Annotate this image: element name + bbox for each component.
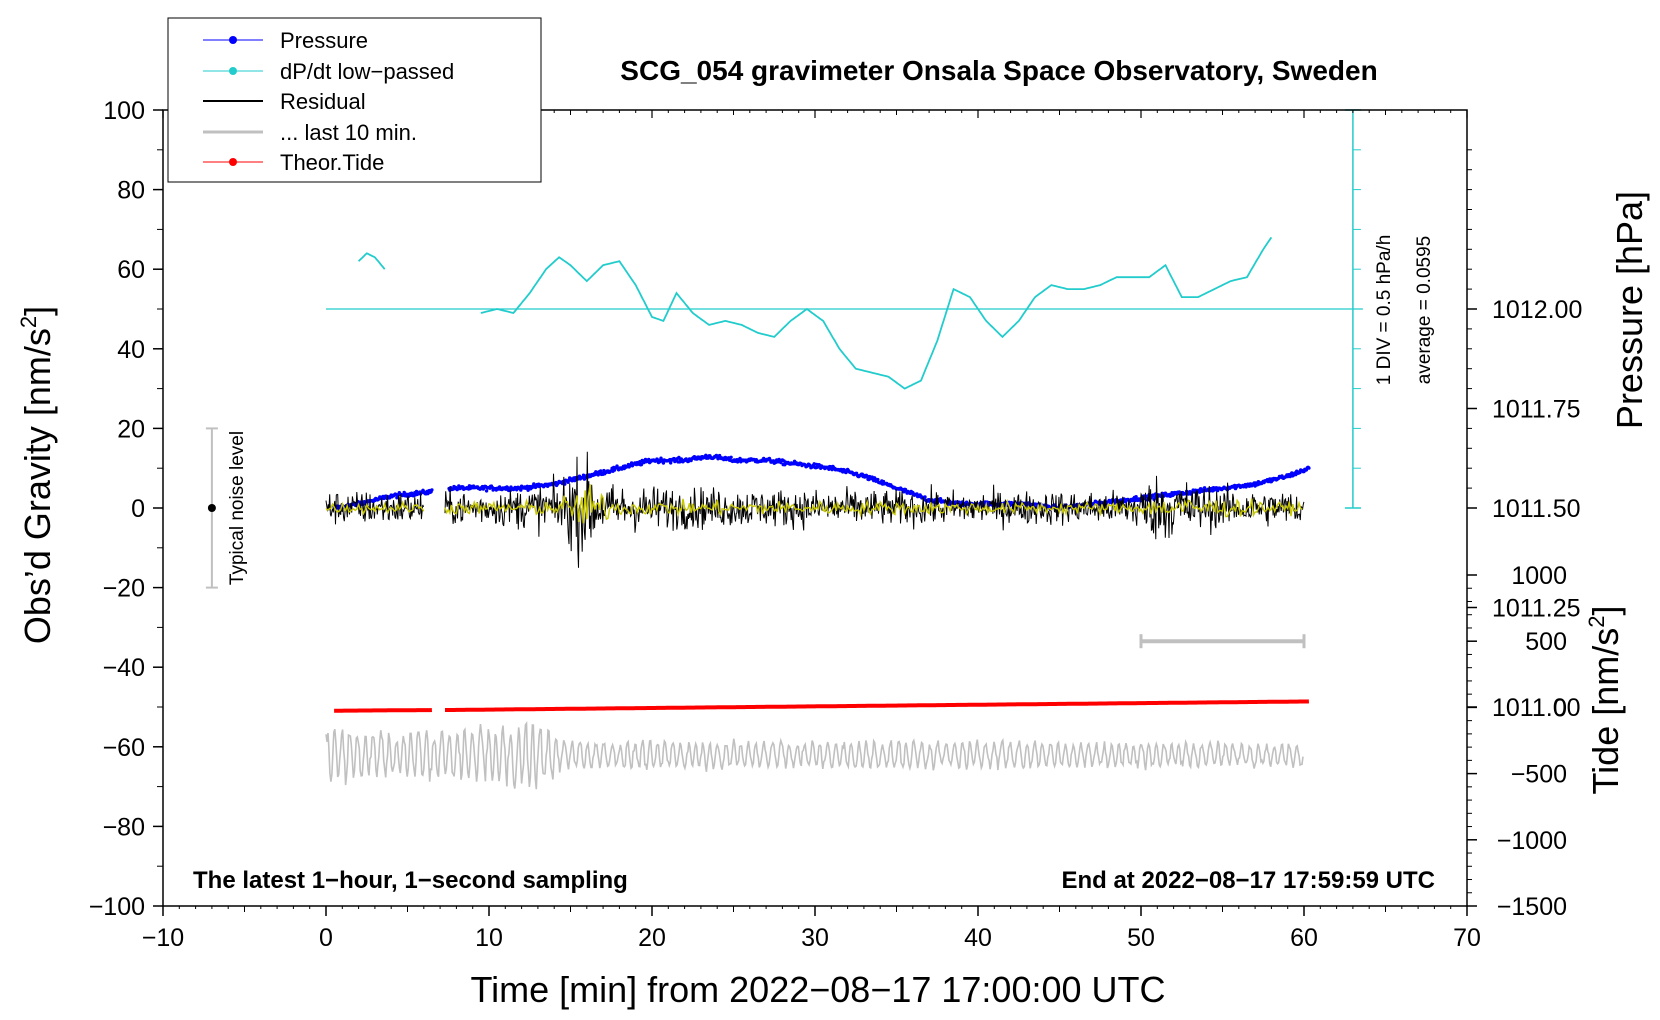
- pressure-point: [581, 473, 586, 477]
- legend-entry-pressure: Pressure: [203, 28, 368, 53]
- pressure-point: [1268, 477, 1272, 481]
- y-axis-title: Obs’d Gravity [nm/s2]: [16, 306, 58, 644]
- x-tick-label: −10: [142, 924, 184, 952]
- y-tick-label: −80: [103, 813, 145, 841]
- pressure-point: [1134, 495, 1138, 499]
- last10-line: [325, 720, 1304, 790]
- pressure-tick-label: 1011.25: [1492, 595, 1581, 623]
- x-tick-label: 30: [801, 924, 829, 952]
- residual-lowpassed-line-segment-0: [325, 500, 425, 516]
- pressure-tick-label: 1011.75: [1492, 396, 1581, 424]
- x-tick-label: 10: [475, 924, 503, 952]
- tide-line-segment-0: [334, 708, 433, 713]
- chart-title: SCG_054 gravimeter Onsala Space Observat…: [620, 55, 1377, 86]
- legend-entry-tide: Theor.Tide: [203, 150, 384, 175]
- y-axis-title-sup: 2: [16, 316, 41, 328]
- y-tick-label: 20: [117, 415, 145, 443]
- pressure-point: [1294, 472, 1298, 477]
- y-tick-label: 80: [117, 177, 145, 205]
- x-tick-label: 60: [1290, 924, 1318, 952]
- tide-axis-title: Tide [nm/s2]: [1584, 606, 1626, 795]
- y-tick-label: −60: [103, 734, 145, 762]
- pressure-tick-label: 1011.50: [1492, 495, 1581, 523]
- y-tick-label: 40: [117, 336, 145, 364]
- pressure-point: [876, 477, 880, 482]
- y-tick-label: −40: [103, 654, 145, 682]
- x-tick-label: 50: [1127, 924, 1155, 952]
- legend-label-tide: Theor.Tide: [280, 150, 384, 175]
- annotation-sampling: The latest 1−hour, 1−second sampling: [193, 867, 628, 894]
- y-axis-title-main: Obs’d Gravity [nm/s: [17, 328, 58, 644]
- pressure-point: [1307, 466, 1311, 470]
- noise-level-center: [207, 504, 216, 512]
- tide-tick-label: −500: [1511, 761, 1567, 789]
- pressure-axis-title: Pressure [hPa]: [1609, 191, 1650, 429]
- pressure-point: [729, 455, 733, 459]
- x-axis-title: Time [min] from 2022−08−17 17:00:00 UTC: [470, 969, 1165, 1010]
- legend-marker-dpdt: [229, 67, 237, 75]
- y-tick-label: 0: [131, 495, 145, 523]
- x-tick-label: 70: [1453, 924, 1481, 952]
- pressure-tick-label: 1011.00: [1492, 694, 1581, 722]
- tide-line-segment-1: [445, 699, 1310, 712]
- legend-entry-residual: Residual: [203, 89, 366, 114]
- tide-tick-label: −1500: [1497, 893, 1567, 921]
- legend-entry-dpdt: dP/dt low−passed: [203, 59, 454, 84]
- dpdt-line-segment-0: [357, 252, 386, 270]
- tide-axis-title-main: Tide [nm/s: [1585, 628, 1626, 795]
- x-tick-label: 0: [319, 924, 333, 952]
- legend-label-residual: Residual: [280, 89, 366, 114]
- pressure-point: [923, 495, 927, 499]
- pressure-scale-avg-label: average = 0.0595: [1414, 236, 1435, 384]
- legend-label-dpdt: dP/dt low−passed: [280, 59, 454, 84]
- legend-marker-pressure: [229, 36, 237, 44]
- y-axis-title-end: ]: [17, 306, 58, 316]
- legend-marker-tide: [229, 158, 237, 166]
- pressure-point: [669, 461, 673, 465]
- y-tick-label: 100: [103, 97, 145, 125]
- tide-tick-label: 1000: [1511, 562, 1567, 590]
- pressure-tick-label: 1012.00: [1492, 296, 1582, 324]
- y-tick-label: −100: [89, 893, 145, 921]
- tide-tick-label: 500: [1525, 628, 1567, 656]
- y-tick-label: 60: [117, 256, 145, 284]
- annotation-end-time: End at 2022−08−17 17:59:59 UTC: [1061, 867, 1435, 894]
- tide-axis-title-end: ]: [1585, 606, 1626, 616]
- legend-label-last10: ... last 10 min.: [280, 120, 417, 145]
- residual-line-segment-0: [325, 491, 425, 525]
- axes-layer: −10 0 10 20 30 40 50 60 70−100−80−60−40−20020406…: [89, 97, 1583, 952]
- legend: Pressure dP/dt low−passed Residual ... l…: [167, 17, 542, 183]
- pressure-scale-div-label: 1 DIV = 0.5 hPa/h: [1374, 235, 1395, 386]
- pressure-point: [938, 497, 943, 501]
- residual-lowpassed-line-segment-1: [444, 484, 1303, 524]
- noise-level-label: Typical noise level: [227, 431, 248, 585]
- x-tick-label: 40: [964, 924, 992, 952]
- pressure-point: [678, 460, 682, 464]
- y-tick-label: −20: [103, 575, 145, 603]
- legend-entry-last10: ... last 10 min.: [203, 120, 417, 145]
- tide-axis-title-sup: 2: [1584, 616, 1609, 628]
- pressure-point: [484, 489, 489, 493]
- plot-layer: [205, 109, 1363, 790]
- x-tick-label: 20: [638, 924, 666, 952]
- dpdt-line-segment-1: [480, 236, 1273, 390]
- tide-tick-label: 0: [1553, 694, 1567, 722]
- pressure-point: [430, 488, 434, 492]
- legend-label-pressure: Pressure: [280, 28, 368, 53]
- tide-tick-label: −1000: [1497, 827, 1567, 855]
